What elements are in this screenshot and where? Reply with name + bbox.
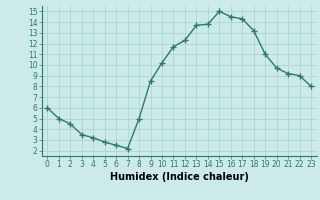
X-axis label: Humidex (Indice chaleur): Humidex (Indice chaleur) <box>110 172 249 182</box>
